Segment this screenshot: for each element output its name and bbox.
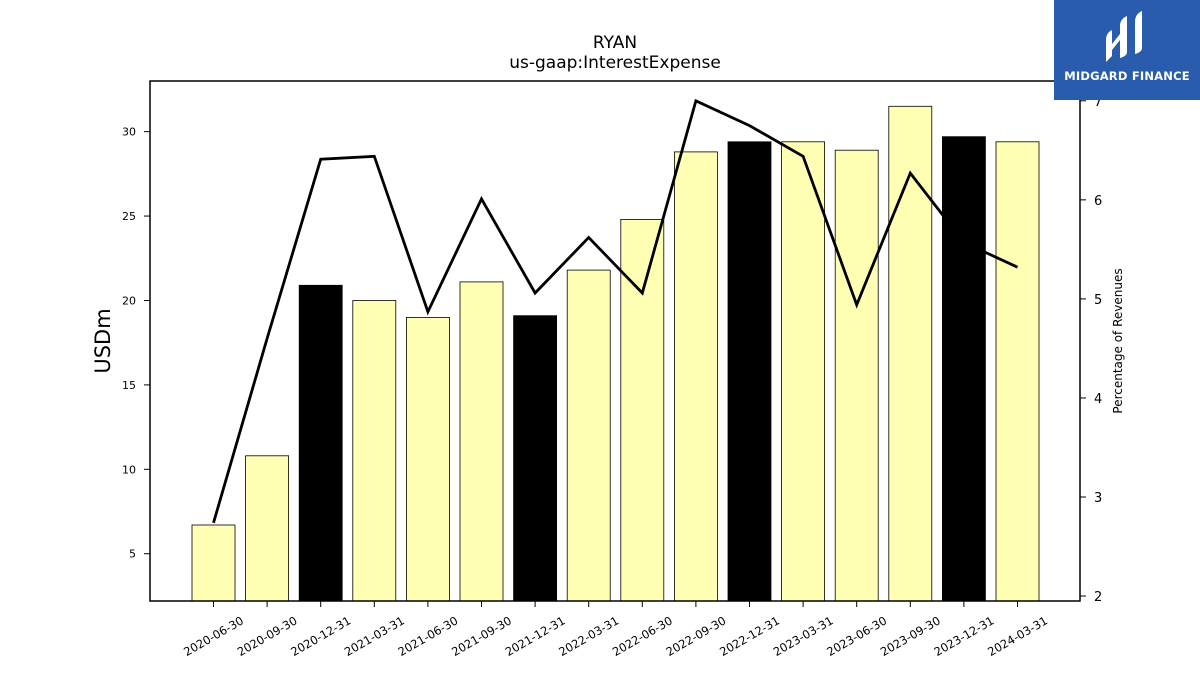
y-tick-label: 20 [122,294,136,307]
bar-2021-06-30 [405,316,450,602]
bar-2022-12-31 [727,141,772,602]
bar-2022-09-30 [674,151,718,602]
bar-group [191,105,1040,602]
y2-axis-label: Percentage of Revenues [1111,268,1125,413]
x-tick-label: 2023-03-31 [771,613,836,659]
bar-2020-06-30 [191,524,236,602]
bar-2021-03-31 [352,300,397,602]
y2-tick-label: 4 [1094,392,1102,407]
bar-2020-09-30 [245,455,290,602]
x-tick-label: 2022-09-30 [664,613,729,659]
y2-tick-label: 2 [1094,590,1102,605]
y2-tick-label: 7 [1094,95,1102,110]
plot-frame [149,80,1081,602]
x-tick-label: 2021-06-30 [396,613,461,659]
bar-2021-09-30 [459,281,504,602]
y-axis-label: USDm [91,308,115,373]
y2-tick-label: 6 [1094,194,1102,209]
bar-2021-12-31 [513,315,557,602]
x-tick-label: 2022-12-31 [717,613,782,659]
x-tick-label: 2021-12-31 [503,613,568,659]
x-tick-label: 2023-06-30 [824,613,889,659]
y-tick-label: 25 [122,210,136,223]
x-tick-label: 2022-03-31 [556,613,621,659]
line-group [212,98,1019,524]
x-axis: 2020-06-302020-09-302020-12-312021-03-31… [181,601,1050,659]
bar-2022-03-31 [566,269,611,602]
chart-subtitle: us-gaap:InterestExpense [509,53,721,73]
y-tick-label: 10 [122,463,136,476]
bar-2023-06-30 [834,149,879,602]
logo-mark-icon [1106,11,1142,62]
y2-tick-label: 3 [1094,491,1102,506]
left-axis: 5 10 15 20 25 30 [122,126,150,561]
x-tick-label: 2022-06-30 [610,613,675,659]
y-tick-label: 30 [122,126,136,139]
x-tick-label: 2020-09-30 [235,613,300,659]
x-tick-label: 2023-09-30 [878,613,943,659]
x-tick-label: 2020-06-30 [181,613,246,659]
x-tick-label: 2023-12-31 [932,613,997,659]
y-tick-label: 5 [129,548,136,561]
midgard-finance-logo: MIDGARD FINANCE [1054,0,1200,100]
bar-2020-12-31 [298,284,343,602]
bar-2023-09-30 [888,105,933,602]
bar-2023-12-31 [942,136,986,602]
bar-2024-03-31 [995,141,1040,602]
y2-tick-label: 5 [1094,293,1102,308]
y-tick-label: 15 [122,379,136,392]
percentage-line [212,98,1019,524]
x-tick-label: 2020-12-31 [288,613,353,659]
bar-2023-03-31 [781,141,825,602]
logo-text: MIDGARD FINANCE [1064,69,1190,83]
x-tick-label: 2024-03-31 [985,613,1050,659]
chart-title: RYAN [593,33,637,53]
x-tick-label: 2021-03-31 [342,613,407,659]
bar-2022-06-30 [620,218,665,602]
right-axis: 2 3 4 5 6 7 [1080,95,1102,605]
x-tick-label: 2021-09-30 [449,613,514,659]
